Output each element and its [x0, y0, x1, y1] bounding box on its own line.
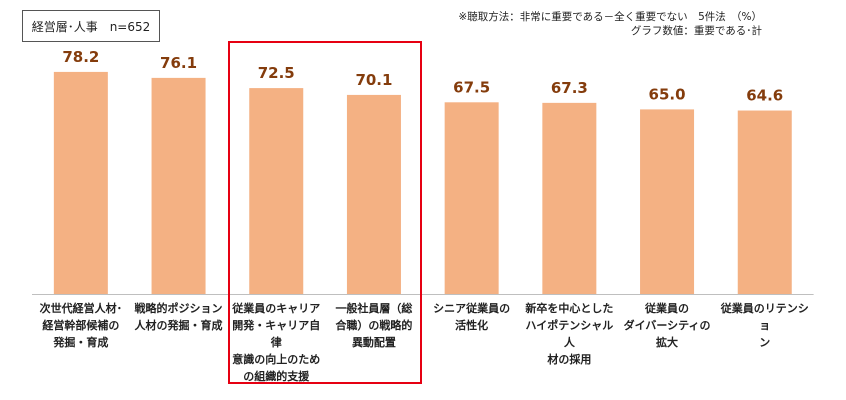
category-label-2: 戦略的ポジション 人材の発掘・育成: [134, 302, 223, 332]
value-label-2: 76.1: [160, 54, 197, 72]
category-label-6: 新卒を中心とした ハイポテンシャル人 材の採用: [525, 302, 614, 366]
value-label-7: 65.0: [649, 85, 686, 103]
category-label-3: 従業員のキャリア 開発・キャリア自律 意識の向上のため の組織的支援: [232, 302, 321, 383]
sample-size-label: 経営層･人事 n=652: [31, 19, 151, 34]
category-label-8: 従業員のリテンショ ン: [720, 302, 809, 349]
method-note-line-1: ※聴取方法：非常に重要である－全く重要でない 5件法 （%）: [458, 11, 762, 23]
bar-6: [542, 102, 597, 294]
bar-5: [444, 102, 499, 294]
value-label-4: 70.1: [355, 71, 392, 89]
category-label-4: 一般社員層（総 合職）の戦略的 異動配置: [335, 302, 413, 349]
value-label-5: 67.5: [453, 78, 490, 96]
category-label-7: 従業員の ダイバーシティの 拡大: [623, 302, 711, 349]
bar-4: [346, 94, 401, 294]
value-label-8: 64.6: [746, 87, 783, 105]
bar-3: [249, 88, 304, 294]
bar-8: [737, 110, 792, 294]
bar-7: [640, 109, 695, 295]
sample-size-box: 経営層･人事 n=652: [22, 10, 160, 42]
category-label-1: 次世代経営人材･ 経営幹部候補の 発掘・育成: [39, 302, 123, 349]
method-note-line-2: グラフ数値：重要である･計: [630, 25, 762, 37]
value-label-1: 78.2: [62, 48, 99, 66]
value-label-6: 67.3: [551, 79, 588, 97]
method-note: ※聴取方法：非常に重要である－全く重要でない 5件法 （%） グラフ数値：重要で…: [458, 10, 762, 38]
bar-2: [151, 77, 206, 294]
category-label-5: シニア従業員の 活性化: [433, 302, 511, 332]
bar-1: [53, 71, 108, 294]
value-label-3: 72.5: [258, 64, 295, 82]
